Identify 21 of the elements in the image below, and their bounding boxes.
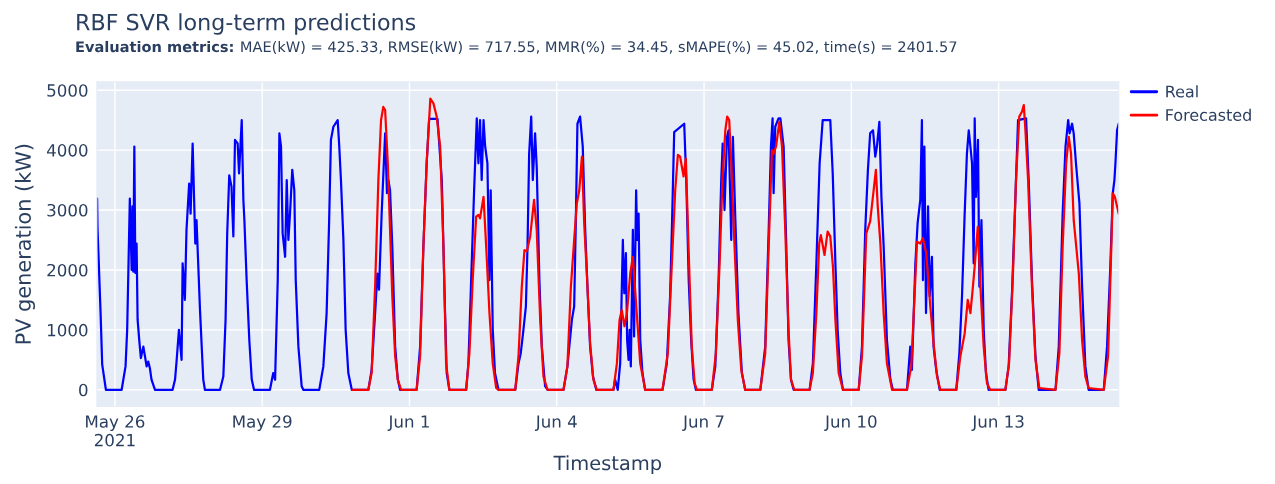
x-tick-label: May 29	[233, 415, 292, 432]
legend-label: Real	[1166, 85, 1198, 98]
y-tick-label: 2000	[47, 263, 88, 277]
chart-subtitle: Evaluation metrics: MAE(kW) = 425.33, RMSE(kW) = 717.55, MMR(%) = 34.45, sMAPE(%) = 45.02, time(s) = 2401.57	[76, 40, 957, 54]
line-series	[351, 97, 1119, 391]
x-tick-label: Jun 13	[971, 415, 1024, 431]
x-axis-title: Timestamp	[553, 455, 662, 475]
x-tick-label: May 26 2021	[86, 415, 145, 447]
y-tick-label: 1000	[47, 323, 88, 337]
x-tick-label: Jun 1	[387, 415, 429, 431]
y-axis-title: PV generation (kW)	[14, 144, 36, 344]
legend-label: Forecasted	[1166, 108, 1251, 121]
x-tick-label: Jun 10	[824, 415, 877, 431]
x-tick-label: Jun 7	[682, 415, 724, 431]
y-tick-label: 0	[79, 383, 88, 397]
y-tick-label: 5000	[47, 84, 88, 97]
line-series	[96, 115, 1119, 391]
y-tick-label: 3000	[47, 203, 88, 217]
x-tick-label: Jun 4	[534, 415, 577, 431]
y-tick-label: 4000	[46, 144, 88, 157]
chart-title: RBF SVR long-term predictions	[77, 13, 416, 35]
